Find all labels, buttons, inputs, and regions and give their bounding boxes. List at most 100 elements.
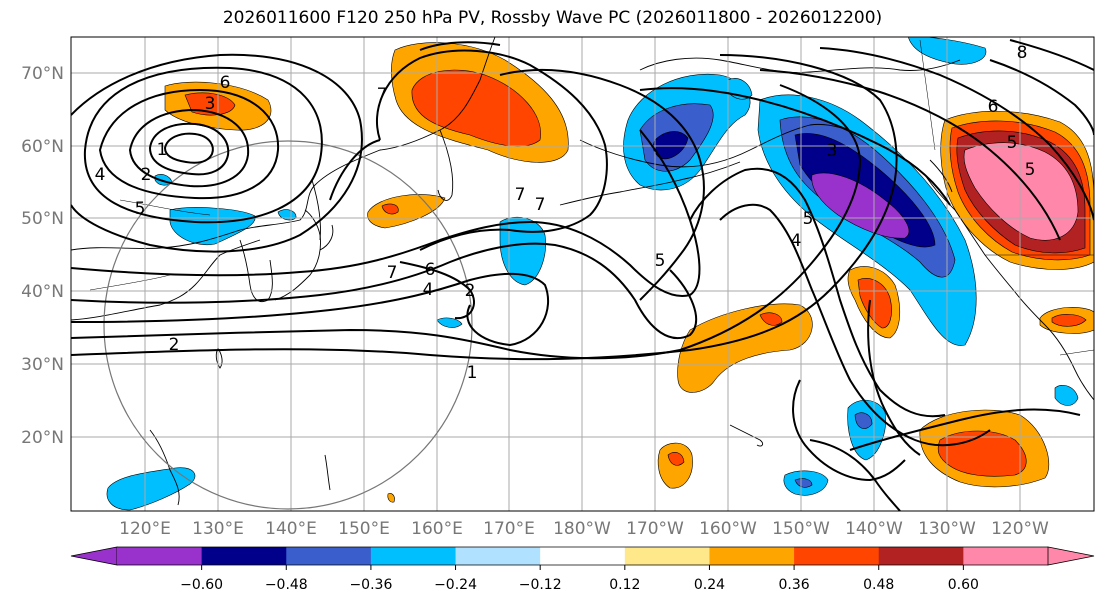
- contour-label: 6: [425, 260, 436, 280]
- contour-label: 4: [791, 231, 802, 251]
- anomaly-negative: [436, 317, 463, 328]
- pv-contour: [1009, 39, 1094, 71]
- anomaly-positive: [963, 142, 1079, 241]
- lat-label: 70°N: [21, 64, 64, 84]
- lon-label: 160°W: [699, 519, 757, 539]
- colorbar-segment: [286, 547, 372, 565]
- anomaly-negative: [811, 172, 910, 239]
- pv-contour: [792, 379, 906, 482]
- colorbar-tick-label: 0.36: [779, 577, 810, 593]
- colorbar-segment: [201, 547, 287, 565]
- colorbar-segment: [878, 547, 964, 565]
- contour-label: 5: [803, 209, 814, 229]
- coastline-kamchatka: [437, 129, 454, 201]
- contour-label: 5: [1025, 160, 1036, 180]
- longitude-labels: 120°E 130°E 140°E 150°E 160°E 170°E 180°…: [119, 519, 1049, 539]
- contour-label: 5: [135, 199, 146, 219]
- contour-label: 2: [169, 335, 180, 355]
- colorbar-tick-label: −0.36: [349, 577, 392, 593]
- anomaly-positive: [759, 312, 783, 326]
- contour-label: 7: [377, 85, 388, 105]
- pv-contour: [71, 129, 701, 297]
- lon-label: 130°W: [918, 519, 976, 539]
- lon-label: 120°W: [991, 519, 1049, 539]
- coastline-hawaii: [729, 424, 764, 447]
- lon-label: 160°E: [411, 519, 463, 539]
- colorbar-tick-label: 0.48: [863, 577, 894, 593]
- pv-contour: [419, 41, 501, 51]
- lon-label: 180°W: [553, 519, 611, 539]
- coastline-taiwan: [215, 347, 223, 369]
- border-asia-internal: [89, 199, 211, 291]
- colorbar-tick-label: −0.24: [434, 577, 477, 593]
- contour-label: 7: [535, 195, 546, 215]
- anomaly-negative: [794, 478, 813, 488]
- contour-labels: 6 3 1 4 2 5 7 7 7 6 4 2 2 7 5 1 4 5 3 6 …: [95, 43, 1036, 383]
- contour-label: 8: [1017, 43, 1028, 63]
- colorbar: −0.60 −0.48 −0.36 −0.24 −0.12 0.12 0.24 0.36 0.4…: [70, 546, 1095, 593]
- pv-contour: [71, 53, 363, 253]
- colorbar-min-extension: [70, 546, 118, 566]
- colorbar-segment: [709, 547, 795, 565]
- pv-contour: [375, 49, 608, 233]
- coastline-philippines: [149, 429, 180, 506]
- pv-contour: [83, 66, 323, 224]
- pv-contour: [71, 272, 550, 347]
- anomaly-negative: [854, 412, 873, 429]
- pv-contour: [819, 47, 1094, 221]
- anomaly-positive: [657, 442, 693, 489]
- anomaly-negative: [1054, 385, 1079, 406]
- lat-label: 50°N: [21, 209, 64, 229]
- contour-label: 7: [387, 263, 398, 283]
- pv-contour: [867, 299, 921, 456]
- pv-contour: [71, 54, 898, 361]
- anomaly-positive: [381, 203, 399, 215]
- pv-contours: [71, 39, 1094, 511]
- colorbar-tick-label: −0.12: [519, 577, 562, 593]
- lat-label: 30°N: [21, 355, 64, 375]
- colorbar-segment: [370, 547, 457, 565]
- lon-label: 150°E: [338, 519, 390, 539]
- pv-contour: [71, 242, 698, 340]
- lon-label: 150°W: [772, 519, 830, 539]
- coastline-asia: [71, 37, 496, 251]
- colorbar-segment: [540, 547, 626, 565]
- colorbar-tick-label: −0.48: [265, 577, 308, 593]
- colorbar-segment: [794, 547, 880, 565]
- pv-contour: [71, 84, 862, 360]
- pv-contour: [148, 122, 230, 176]
- colorbar-tick-label: −0.60: [180, 577, 223, 593]
- lat-label: 20°N: [21, 428, 64, 448]
- pv-contour: [759, 69, 1061, 241]
- border-us-mexico: [1059, 349, 1094, 356]
- contour-label: 1: [467, 363, 478, 383]
- colorbar-tick-label: 0.60: [948, 577, 979, 593]
- colorbar-segment: [963, 547, 1049, 565]
- coastline-na-west: [924, 174, 1094, 401]
- coastline-aleutians: [559, 161, 741, 206]
- colorbar-tick-label: 0.12: [609, 577, 640, 593]
- contour-label: 4: [95, 165, 106, 185]
- lat-label: 40°N: [21, 282, 64, 302]
- contour-label: 5: [1007, 133, 1018, 153]
- contour-label: 4: [423, 280, 434, 300]
- pv-contour: [499, 68, 705, 301]
- anomaly-positive: [387, 493, 395, 503]
- lon-label: 170°E: [483, 519, 535, 539]
- pv-contour: [639, 87, 951, 206]
- plot-frame: [70, 36, 1095, 512]
- border-alaska-canada: [919, 39, 936, 151]
- pv-contour: [98, 88, 280, 200]
- contour-label: 2: [141, 165, 152, 185]
- map-title: 2026011600 F120 250 hPa PV, Rossby Wave …: [222, 8, 883, 28]
- graticule: [71, 37, 1094, 511]
- contour-label: 6: [220, 73, 231, 93]
- pv-contour: [329, 139, 511, 251]
- contour-label: 5: [655, 251, 666, 271]
- contour-label: 3: [827, 141, 838, 161]
- pv-contour: [989, 59, 1094, 136]
- contour-label: 2: [465, 281, 476, 301]
- lon-label: 140°W: [845, 519, 903, 539]
- lon-label: 130°E: [192, 519, 244, 539]
